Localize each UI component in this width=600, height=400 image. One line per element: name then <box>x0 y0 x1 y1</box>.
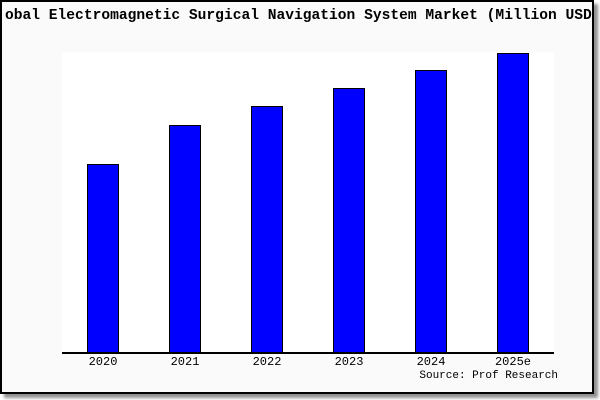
plot-area <box>62 52 554 354</box>
bar-2025e <box>497 53 529 352</box>
x-tick-label-2022: 2022 <box>252 355 282 369</box>
chart-panel: obal Electromagnetic Surgical Navigation… <box>0 0 594 394</box>
bar-2024 <box>415 70 447 352</box>
x-tick-label-2025e: 2025e <box>494 355 531 369</box>
x-tick-label-2024: 2024 <box>416 355 446 369</box>
bar-2020 <box>87 164 119 352</box>
bar-2021 <box>169 125 201 352</box>
x-tick-label-2020: 2020 <box>88 355 118 369</box>
source-credit: Source: Prof Research <box>419 370 558 382</box>
bar-2022 <box>251 106 283 352</box>
x-tick-label-2021: 2021 <box>170 355 200 369</box>
chart-title: obal Electromagnetic Surgical Navigation… <box>5 8 592 24</box>
bar-2023 <box>333 88 365 352</box>
x-tick-label-2023: 2023 <box>334 355 364 369</box>
